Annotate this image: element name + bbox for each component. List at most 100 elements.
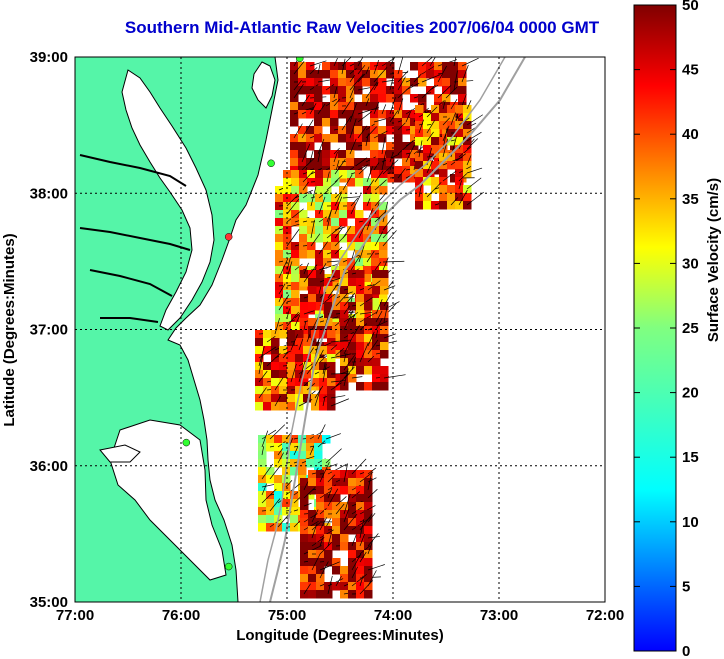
- velocity-vector: [374, 210, 387, 223]
- velocity-vector: [258, 353, 264, 375]
- velocity-cell: [283, 266, 292, 275]
- velocity-cell: [263, 346, 272, 355]
- velocity-cell: [307, 242, 316, 251]
- velocity-cell: [364, 494, 373, 503]
- velocity-vector: [334, 246, 343, 255]
- velocity-cell: [348, 326, 357, 335]
- velocity-vector: [359, 580, 373, 595]
- velocity-cell: [386, 158, 395, 167]
- velocity-cell: [372, 326, 381, 335]
- velocity-cell: [372, 382, 381, 391]
- velocity-vector: [303, 262, 309, 275]
- velocity-vector: [303, 520, 319, 531]
- velocity-cell: [330, 94, 339, 103]
- velocity-cell: [340, 366, 349, 375]
- velocity-vector: [301, 94, 310, 107]
- velocity-cell: [380, 342, 389, 351]
- velocity-cell: [298, 150, 307, 159]
- velocity-cell: [306, 110, 315, 119]
- velocity-cell: [362, 62, 371, 71]
- velocity-cell: [346, 102, 355, 111]
- velocity-vector: [397, 122, 406, 131]
- velocity-cell: [362, 142, 371, 151]
- velocity-cell: [322, 150, 331, 159]
- map-title: Southern Mid-Atlantic Raw Velocities 200…: [124, 18, 600, 37]
- velocity-cell: [314, 86, 323, 95]
- velocity-cell: [447, 185, 456, 194]
- velocity-cell: [372, 358, 381, 367]
- velocity-cell: [442, 70, 451, 79]
- velocity-vector: [381, 150, 387, 171]
- velocity-vector: [318, 216, 327, 223]
- velocity-cell: [348, 582, 357, 591]
- velocity-vector: [382, 226, 394, 239]
- velocity-cell: [370, 142, 379, 151]
- velocity-vector: [277, 441, 286, 448]
- velocity-cell: [346, 94, 355, 103]
- velocity-cell: [372, 318, 381, 327]
- velocity-cell: [271, 394, 280, 403]
- velocity-cell: [319, 362, 328, 371]
- velocity-vector: [293, 123, 303, 139]
- velocity-cell: [364, 550, 373, 559]
- velocity-vector: [317, 103, 326, 115]
- velocity-vector: [367, 536, 380, 539]
- velocity-cell: [316, 478, 325, 487]
- velocity-cell: [346, 78, 355, 87]
- velocity-cell: [307, 250, 316, 259]
- velocity-cell: [295, 338, 304, 347]
- velocity-cell: [323, 218, 332, 227]
- velocity-cell: [463, 161, 472, 170]
- velocity-vector: [334, 233, 348, 247]
- velocity-cell: [364, 334, 373, 343]
- velocity-cell: [434, 150, 443, 159]
- velocity-vector: [367, 488, 378, 499]
- velocity-vector: [301, 143, 311, 163]
- velocity-vector: [426, 155, 436, 174]
- velocity-cell: [356, 366, 365, 375]
- velocity-cell: [363, 202, 372, 211]
- velocity-cell: [274, 507, 283, 516]
- velocity-vector: [303, 481, 309, 491]
- velocity-cell: [287, 354, 296, 363]
- station-marker: [267, 159, 275, 168]
- velocity-vector: [335, 503, 345, 515]
- velocity-cell: [300, 494, 309, 503]
- velocity-vector: [359, 505, 376, 515]
- velocity-cell: [331, 234, 340, 243]
- velocity-vector: [367, 540, 373, 555]
- velocity-cell: [291, 274, 300, 283]
- velocity-vector: [343, 310, 354, 331]
- velocity-vector: [374, 261, 382, 271]
- velocity-cell: [275, 274, 284, 283]
- velocity-cell: [372, 278, 381, 287]
- velocity-cell: [364, 574, 373, 583]
- velocity-vector: [359, 551, 367, 563]
- velocity-cell: [332, 342, 341, 351]
- grid-lines: [75, 57, 605, 602]
- velocity-vector: [397, 57, 404, 75]
- colorbar-tick-label: 50: [682, 0, 699, 14]
- velocity-vector: [437, 65, 447, 83]
- velocity-vector: [314, 385, 324, 399]
- velocity-vector: [334, 159, 346, 175]
- velocity-cell: [340, 326, 349, 335]
- velocity-vector: [342, 196, 360, 199]
- velocity-vector: [319, 561, 329, 579]
- velocity-vector: [351, 534, 357, 547]
- velocity-vector: [311, 509, 319, 523]
- velocity-cell: [455, 105, 464, 114]
- velocity-cell: [299, 226, 308, 235]
- velocity-vector: [301, 158, 315, 171]
- velocity-cell: [311, 330, 320, 339]
- colorbar-tick-label: 30: [682, 255, 699, 272]
- velocity-cell: [295, 330, 304, 339]
- velocity-vector: [350, 292, 354, 303]
- velocity-vector: [374, 170, 384, 183]
- velocity-cell: [356, 478, 365, 487]
- velocity-vector: [322, 395, 326, 407]
- velocity-cell: [379, 218, 388, 227]
- velocity-cell: [355, 210, 364, 219]
- velocity-vector: [397, 98, 404, 115]
- velocity-vector: [351, 491, 360, 499]
